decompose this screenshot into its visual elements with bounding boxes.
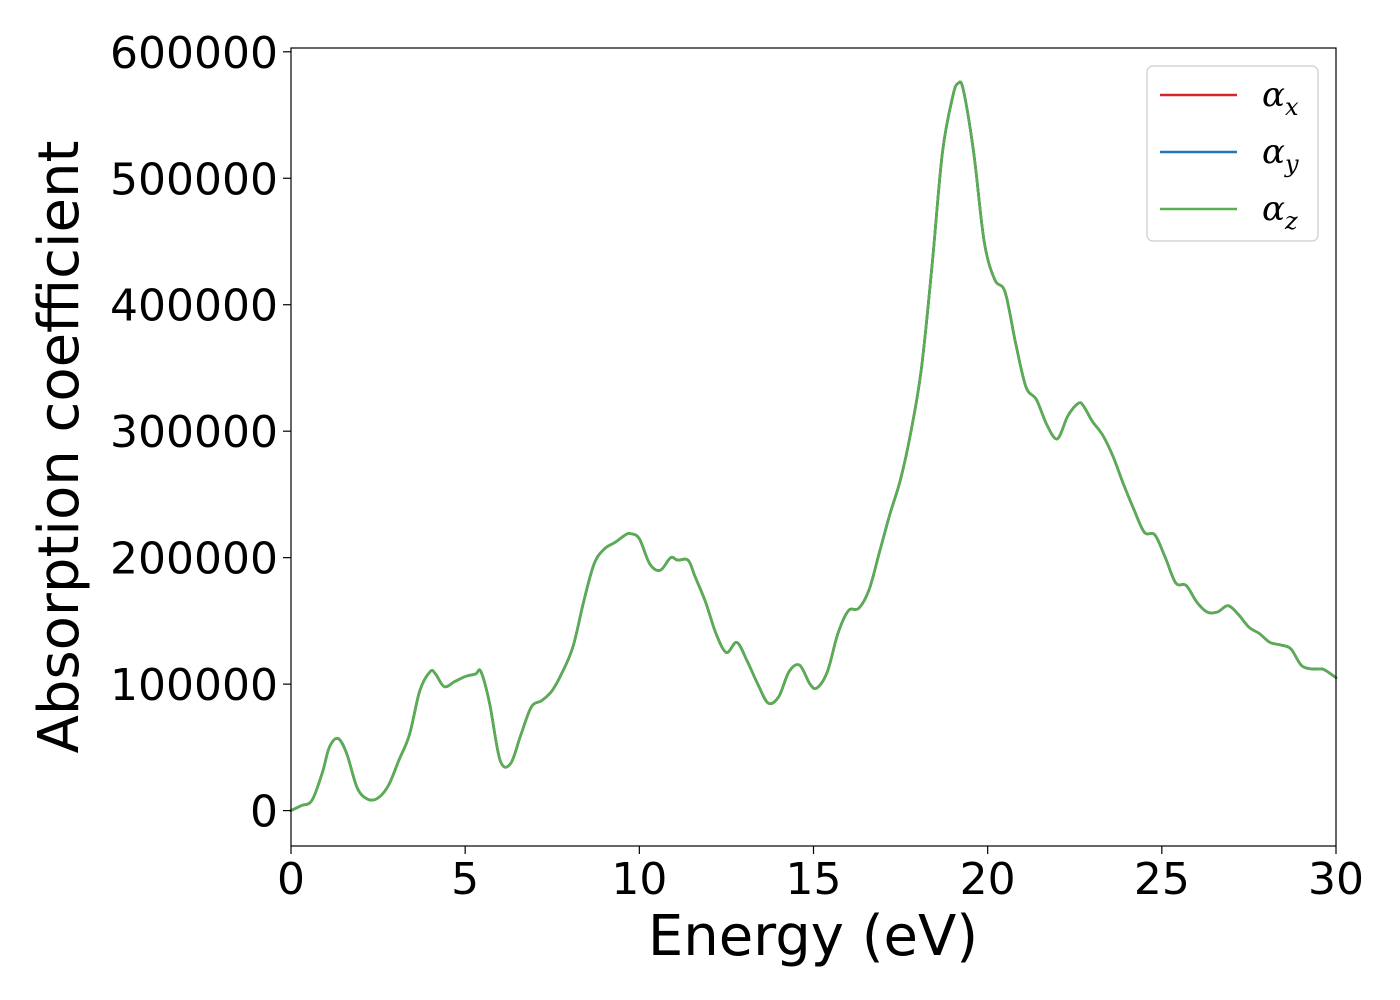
x-tick-label: 15: [786, 854, 842, 905]
y-tick-label: 0: [250, 787, 278, 838]
x-tick-label: 0: [277, 854, 305, 905]
y-tick-label: 500000: [110, 154, 278, 205]
y-axis: 0 100000 200000 300000 400000 500000 600000: [110, 28, 291, 838]
x-tick-label: 30: [1308, 854, 1364, 905]
x-tick-label: 20: [960, 854, 1016, 905]
legend-label-z: αz: [1262, 189, 1298, 235]
x-tick-label: 25: [1134, 854, 1190, 905]
legend-box: [1146, 65, 1319, 242]
y-tick-label: 300000: [110, 407, 278, 458]
y-tick-label: 200000: [110, 534, 278, 585]
series-layer: [289, 80, 1338, 812]
x-axis-title: Energy (eV): [648, 904, 978, 969]
legend-label-x: αx: [1262, 75, 1299, 121]
legend-label-y: αy: [1262, 132, 1299, 178]
x-axis: 0 5 10 15 20 25 30: [277, 846, 1364, 905]
y-tick-label: 400000: [110, 281, 278, 332]
x-tick-label: 5: [451, 854, 479, 905]
series-line-z: [289, 80, 1338, 812]
y-tick-label: 100000: [110, 660, 278, 711]
y-axis-title: Absorption coefficient: [27, 141, 92, 754]
y-tick-label: 600000: [110, 28, 278, 79]
legend: αx αy αz: [1146, 65, 1319, 242]
x-tick-label: 10: [611, 854, 667, 905]
